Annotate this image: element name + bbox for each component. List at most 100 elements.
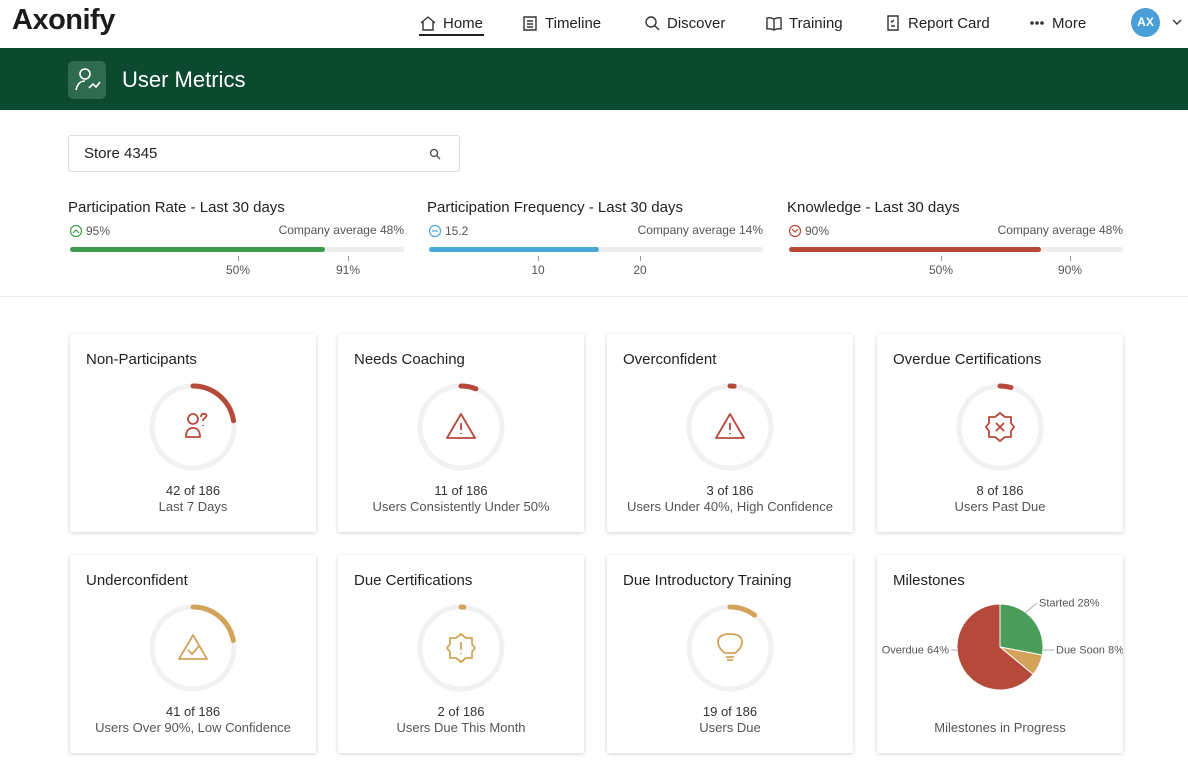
logo: Axonify [12, 4, 115, 36]
nav-icon [645, 16, 660, 31]
leader-line [1024, 602, 1038, 614]
slice-name: Started [1039, 598, 1074, 610]
card-title: Overdue Certifications [893, 351, 1042, 368]
card-count: 41 of 186 [70, 704, 316, 719]
count-total: 186 [198, 483, 221, 498]
nav-item[interactable]: Training [765, 13, 843, 33]
card-icon [178, 634, 208, 660]
nav-icon [887, 15, 899, 31]
icon-path [887, 15, 899, 31]
nav-underline [419, 34, 484, 36]
card-count: 11 of 186 [338, 483, 584, 498]
count-of: of [183, 483, 195, 498]
slice-name: Due Soon [1056, 645, 1105, 657]
card-icon [715, 413, 745, 439]
card-icon [446, 413, 476, 439]
metric-tick-label: 20 [633, 263, 647, 277]
card-count: 42 of 186 [70, 483, 316, 498]
search-box[interactable]: Store 4345 [68, 135, 460, 172]
metric-card[interactable]: Milestones Milestones in Progress Started … [877, 555, 1123, 753]
metric-card[interactable]: Non-Participants 42 of 186 Last 7 Days [70, 334, 316, 532]
count-total: 186 [731, 483, 754, 498]
metric-tick [1070, 256, 1071, 261]
gauge [149, 383, 237, 471]
gauge-arc [997, 383, 1014, 390]
metric-tick-label: 10 [531, 263, 545, 277]
pie-slice [956, 603, 1034, 691]
nav-icon [1030, 21, 1044, 25]
slice-value: 28% [1078, 598, 1100, 610]
card-icon [446, 633, 476, 663]
card-caption: Users Due This Month [396, 720, 526, 735]
slice-name: Overdue [882, 645, 924, 657]
avatar-chevron [1172, 19, 1182, 25]
metric-tick-label: 91% [335, 263, 361, 277]
nav-label: Timeline [545, 14, 602, 32]
count-value: 19 [702, 704, 718, 719]
avatar[interactable]: AX [1131, 8, 1160, 37]
card-title: Underconfident [86, 572, 188, 589]
metric-value: 90% [805, 224, 830, 238]
card-count: 19 of 186 [607, 704, 853, 719]
nav-label: Home [443, 14, 484, 32]
gauge [417, 383, 505, 471]
count-value: 8 [976, 483, 984, 498]
card-caption: Users Past Due [954, 499, 1046, 514]
nav-icon [766, 16, 782, 31]
nav-item[interactable]: More [1028, 13, 1086, 33]
nav-label: Report Card [908, 14, 990, 32]
count-of: of [720, 704, 732, 719]
card-caption: Users Due [699, 720, 761, 735]
banner-title: User Metrics [122, 67, 246, 92]
gauge [417, 604, 505, 692]
icon-path [420, 16, 436, 31]
metric-status-icon [788, 224, 802, 238]
nav-label: Training [789, 14, 843, 32]
card-icon [717, 633, 743, 661]
nav-icon [523, 16, 537, 31]
metric-card[interactable]: Overdue Certifications 8 of 186 Users Past… [877, 334, 1123, 532]
icon-dot [1030, 21, 1034, 25]
count-total: 186 [465, 483, 488, 498]
slice-label: Overdue 64% [882, 645, 950, 657]
metric-tick-label: 90% [1057, 263, 1083, 277]
card-caption: Users Over 90%, Low Confidence [95, 720, 291, 735]
count-value: 11 [434, 483, 448, 498]
status-circle [69, 224, 83, 238]
gauge-arc [727, 604, 758, 618]
banner-icon [68, 61, 106, 99]
nav-item[interactable]: Timeline [521, 13, 601, 33]
gauge-arc [190, 604, 236, 643]
gauge-track [686, 604, 774, 692]
slice-value: 64% [927, 645, 949, 657]
nav-icon [420, 16, 436, 31]
metric-value: 95% [86, 224, 111, 238]
nav-item[interactable]: Home [419, 13, 483, 33]
count-of: of [183, 704, 195, 719]
gauge-arc [190, 383, 237, 424]
metric-card[interactable]: Needs Coaching 11 of 186 Users Consistentl… [338, 334, 584, 532]
nav-label: Discover [667, 14, 726, 32]
banner [0, 48, 1188, 110]
metric-title: Participation Frequency - Last 30 days [427, 199, 683, 216]
metric-tick [238, 256, 239, 261]
card-title: Needs Coaching [354, 351, 465, 368]
slice-label: Due Soon 8% [1056, 645, 1123, 657]
gauge [686, 604, 774, 692]
card-count: 2 of 186 [338, 704, 584, 719]
metric-card[interactable]: Underconfident 41 of 186 Users Over 90%, L… [70, 555, 316, 753]
metric-card[interactable]: Due Introductory Training 19 of 186 Users … [607, 555, 853, 753]
top-nav [0, 0, 1188, 48]
nav-item[interactable]: Discover [643, 13, 725, 33]
pie: Started 28% Due Soon 8% Overdue 64% [882, 598, 1123, 691]
metric-card[interactable]: Due Certifications 2 of 186 Users Due This… [338, 555, 584, 753]
icon-path [523, 16, 537, 31]
metric-average: Company average 14% [637, 223, 763, 237]
search-value: Store 4345 [84, 145, 158, 162]
card-title: Overconfident [623, 351, 717, 368]
nav-item[interactable]: Report Card [884, 13, 990, 33]
count-of: of [451, 483, 463, 498]
metric-card[interactable]: Overconfident 3 of 186 Users Under 40%, Hi… [607, 334, 853, 532]
